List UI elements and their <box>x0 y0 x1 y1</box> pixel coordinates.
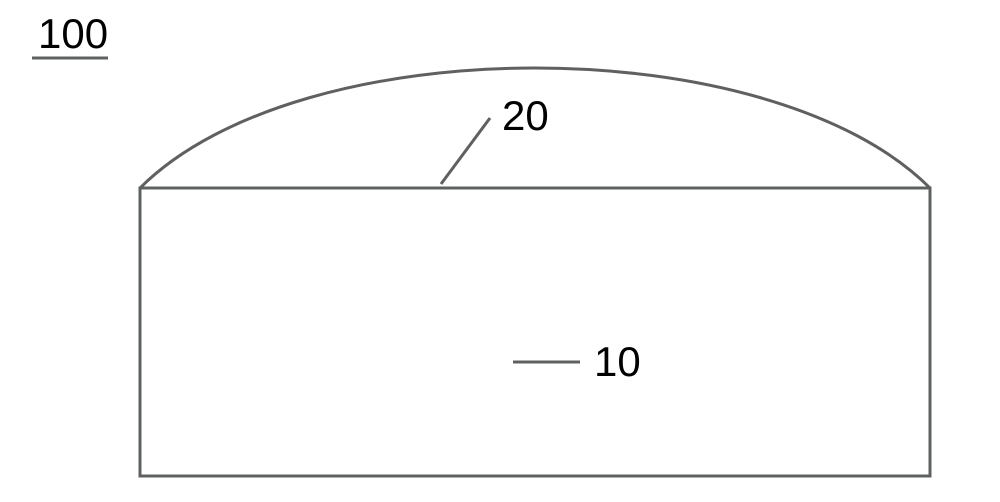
ref-label-100: 100 <box>38 10 108 57</box>
ref-label-10: 10 <box>594 338 641 385</box>
ref-label-20: 20 <box>502 92 549 139</box>
rectangle-base <box>140 188 930 476</box>
leader-line-20 <box>441 118 490 184</box>
diagram-canvas: 100 20 10 <box>0 0 1000 502</box>
